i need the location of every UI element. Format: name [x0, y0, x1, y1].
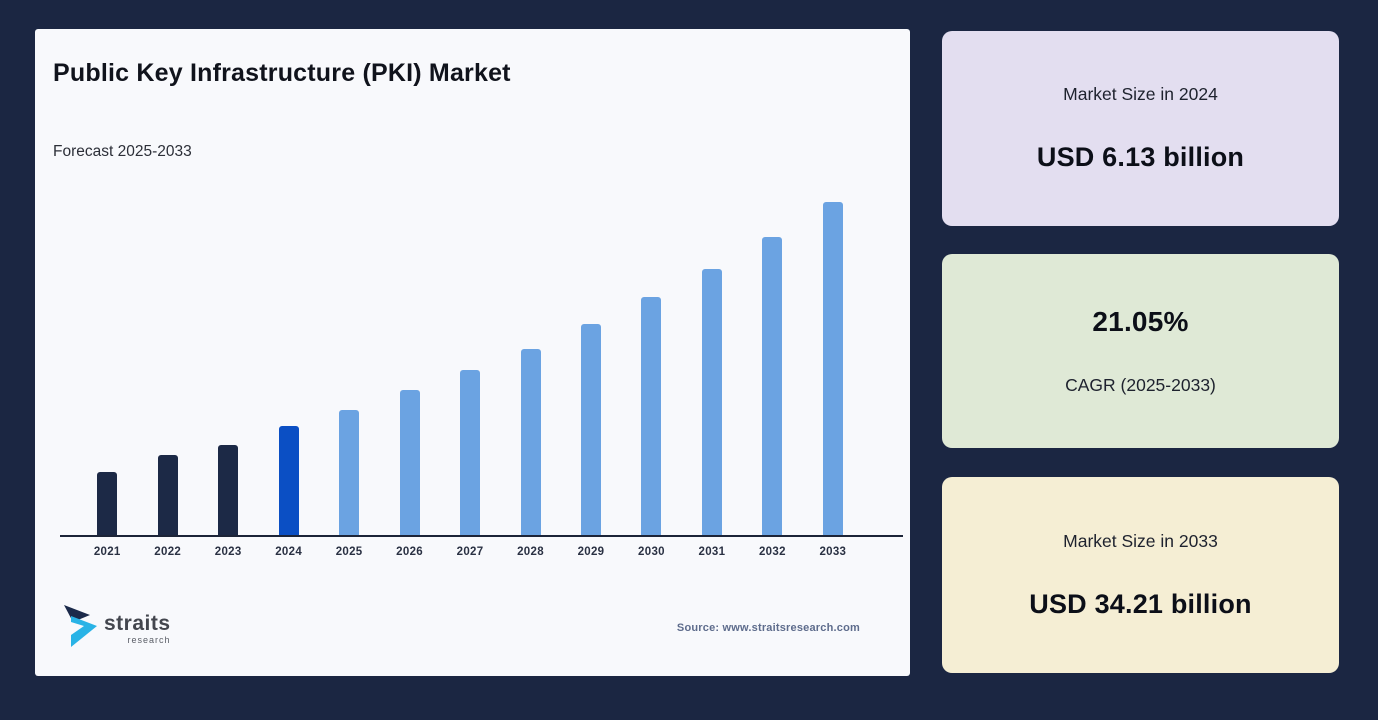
stat-card-label: CAGR (2025-2033) [1065, 375, 1216, 395]
x-axis-labels: 2021 2022 2023 2024 2025 2026 2027 2028 2029 2030… [60, 546, 903, 558]
x-axis-label-2027: 2027 [456, 546, 484, 558]
stat-card-cagr: 21.05% CAGR (2025-2033) [942, 254, 1339, 448]
x-axis-label-2023: 2023 [214, 546, 242, 558]
x-axis-label-2032: 2032 [758, 546, 786, 558]
bar-column-2031 [682, 269, 742, 535]
bar-2026 [399, 390, 420, 535]
stat-card-market-size-2024: Market Size in 2024 USD 6.13 billion [942, 31, 1339, 226]
bar-2033 [822, 202, 843, 535]
x-axis-label-2025: 2025 [335, 546, 363, 558]
bar-2022 [157, 455, 178, 535]
logo-arrow-icon [64, 605, 97, 647]
bar-column-2030 [621, 297, 681, 535]
bar-chart-plot [60, 187, 903, 537]
bar-2025 [339, 410, 360, 535]
logo-text: straits research [104, 613, 171, 645]
bar-2028 [520, 349, 541, 535]
page-title: Public Key Infrastructure (PKI) Market [53, 59, 511, 87]
stat-card-label: Market Size in 2033 [1063, 530, 1218, 551]
bar-2032 [762, 237, 783, 535]
x-axis-label-2028: 2028 [517, 546, 544, 558]
x-axis-label-2026: 2026 [396, 546, 423, 558]
bar-column-2024 [258, 426, 318, 535]
bar-column-2033 [803, 202, 863, 535]
bar-column-2025 [319, 410, 379, 535]
bar-2031 [701, 269, 722, 535]
stat-card-label: Market Size in 2024 [1063, 84, 1218, 104]
x-axis-label-2021: 2021 [93, 546, 121, 558]
bar-column-2023 [198, 445, 258, 535]
bar-column-2028 [500, 349, 560, 535]
x-axis-label-2024: 2024 [275, 546, 303, 558]
bar-column-2026 [379, 390, 439, 535]
bar-column-2032 [742, 237, 802, 535]
x-axis-label-2022: 2022 [154, 546, 182, 558]
stat-card-market-size-2033: Market Size in 2033 USD 34.21 billion [942, 477, 1339, 673]
stat-card-value: USD 6.13 billion [1036, 142, 1245, 172]
stat-card-value: 21.05% [1092, 306, 1189, 337]
x-axis-label-2029: 2029 [577, 546, 605, 558]
bar-2021 [97, 472, 118, 535]
straits-research-logo: straits research [63, 604, 171, 648]
x-axis-label-2033: 2033 [819, 546, 847, 558]
bar-column-2027 [440, 370, 500, 535]
chart-panel: Public Key Infrastructure (PKI) Market F… [35, 29, 910, 676]
logo-brand-text: straits [104, 612, 171, 635]
logo-subbrand-text: research [127, 635, 171, 645]
x-axis-label-2030: 2030 [638, 546, 665, 558]
bar-2030 [641, 297, 662, 535]
bar-2023 [218, 445, 239, 535]
bar-2024 [278, 426, 299, 535]
bar-column-2029 [561, 324, 621, 535]
x-axis-label-2031: 2031 [698, 546, 726, 558]
bar-column-2021 [77, 472, 137, 535]
source-attribution: Source: www.straitsresearch.com [676, 622, 860, 634]
bar-2027 [460, 370, 481, 535]
stat-card-value: USD 34.21 billion [1029, 588, 1252, 619]
bar-2029 [580, 324, 601, 535]
chart-subtitle: Forecast 2025-2033 [53, 143, 192, 160]
bar-column-2022 [137, 455, 197, 535]
